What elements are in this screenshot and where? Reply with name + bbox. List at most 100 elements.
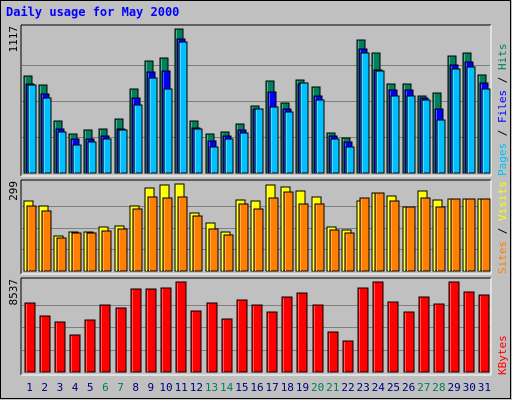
x-tick-label-day-20: 20 (311, 381, 324, 394)
bar-kbytes-kbytes-day-31: KBytes 31: 7330 (478, 294, 490, 373)
x-tick-label-day-24: 24 (372, 381, 386, 394)
bar-hits-pages-day-21: Pages 21: 260 (330, 138, 340, 174)
panel-visits-legend-item-1: Sites (496, 241, 509, 274)
x-tick-label-day-2: 2 (41, 381, 48, 394)
panel-visits-ymax-label: 299 (7, 181, 20, 201)
bar-hits-pages-day-15: Pages 15: 310 (239, 132, 249, 174)
bar-kbytes-kbytes-day-29: KBytes 29: 9660 (448, 281, 460, 373)
chart-panels: 1117 Pages / Files / Hits Hits 1: 750Files… (7, 24, 509, 376)
bar-visits-sites-day-17: Sites 17: 250 (268, 197, 279, 272)
panel-hits-legend-item-2: / (496, 123, 509, 143)
bar-visits-sites-day-13: Sites 13: 145 (208, 228, 219, 272)
bar-kbytes-kbytes-day-11: KBytes 11: 9640 (175, 281, 187, 373)
bar-visits-sites-day-9: Sites 9: 255 (147, 196, 158, 272)
panel-hits-bars: Hits 1: 750Files 1: 690Pages 1: 680Hits … (23, 28, 491, 174)
x-tick-label-day-23: 23 (357, 381, 370, 394)
bar-hits-pages-day-5: Pages 5: 240 (87, 141, 97, 174)
bar-visits-sites-day-29: Sites 29: 249 (450, 198, 461, 272)
bar-visits-sites-day-2: Sites 2: 205 (41, 210, 52, 272)
bar-kbytes-kbytes-day-1: KBytes 1: 6520 (24, 302, 36, 373)
x-tick-label-day-27: 27 (417, 381, 430, 394)
x-tick-label-day-28: 28 (432, 381, 445, 394)
bar-visits-sites-day-20: Sites 20: 230 (314, 203, 325, 272)
panel-hits: 1117 Pages / Files / Hits Hits 1: 750Files… (7, 24, 509, 177)
x-tick-label-day-16: 16 (250, 381, 263, 394)
panel-kbytes-legend: KBytes (496, 335, 509, 375)
x-tick-label-day-30: 30 (463, 381, 476, 394)
x-tick-label-day-10: 10 (159, 381, 172, 394)
x-tick-label-day-21: 21 (326, 381, 339, 394)
panel-hits-legend-item-1: Pages (496, 143, 509, 176)
bar-hits-pages-day-20: Pages 20: 570 (315, 99, 325, 174)
bar-hits-pages-day-14: Pages 14: 260 (224, 138, 234, 174)
bar-visits-sites-day-15: Sites 15: 230 (238, 203, 249, 272)
panel-visits-legend-item-2: / (496, 221, 509, 241)
bar-kbytes-kbytes-day-25: KBytes 25: 6620 (387, 301, 399, 373)
bar-visits-sites-day-25: Sites 25: 240 (389, 200, 400, 272)
bar-kbytes-kbytes-day-17: KBytes 17: 5730 (266, 311, 278, 373)
bar-kbytes-kbytes-day-6: KBytes 6: 6380 (99, 304, 111, 373)
bar-hits-pages-day-23: Pages 23: 930 (360, 52, 370, 174)
bar-kbytes-kbytes-day-10: KBytes 10: 7970 (160, 287, 172, 373)
bar-kbytes-kbytes-day-15: KBytes 15: 6870 (236, 299, 248, 373)
bar-visits-sites-day-5: Sites 5: 130 (86, 232, 97, 272)
bar-visits-sites-day-21: Sites 21: 140 (329, 229, 340, 272)
bar-kbytes-kbytes-day-7: KBytes 7: 6070 (115, 307, 127, 373)
panel-hits-legend-item-3: Files (496, 90, 509, 123)
panel-visits-legend-item-3: Visits (496, 181, 509, 221)
bar-kbytes-kbytes-day-2: KBytes 2: 5270 (39, 315, 51, 373)
bar-hits-pages-day-7: Pages 7: 330 (118, 129, 128, 174)
x-tick-label-day-6: 6 (102, 381, 109, 394)
x-axis-tick-labels: 1 2 3 4 5 6 7 8 9 10 11 12 13 14 15 16 17 18 19 20 21 22 23 24 2… (26, 381, 491, 394)
bar-kbytes-kbytes-day-18: KBytes 18: 7110 (281, 296, 293, 373)
bar-kbytes-kbytes-day-26: KBytes 26: 5710 (403, 311, 415, 373)
bar-hits-pages-day-10: Pages 10: 650 (163, 88, 173, 174)
x-tick-label-day-5: 5 (87, 381, 94, 394)
bar-kbytes-kbytes-day-12: KBytes 12: 5750 (190, 310, 202, 373)
bar-hits-pages-day-30: Pages 30: 820 (466, 66, 476, 174)
bar-hits-pages-day-24: Pages 24: 790 (375, 70, 385, 174)
bar-visits-sites-day-10: Sites 10: 250 (162, 197, 173, 272)
x-tick-label-day-22: 22 (341, 381, 354, 394)
bar-hits-pages-day-1: Pages 1: 680 (27, 84, 37, 174)
bar-hits-pages-day-9: Pages 9: 740 (148, 77, 158, 174)
x-tick-label-day-3: 3 (57, 381, 64, 394)
bar-visits-sites-day-22: Sites 22: 130 (344, 232, 355, 272)
x-tick-label-day-25: 25 (387, 381, 400, 394)
bar-kbytes-kbytes-day-27: KBytes 27: 7140 (418, 296, 430, 373)
bar-hits-pages-day-27: Pages 27: 570 (421, 99, 431, 174)
x-tick-label-day-1: 1 (26, 381, 33, 394)
bar-visits-sites-day-18: Sites 18: 270 (283, 191, 294, 272)
bar-kbytes-kbytes-day-21: KBytes 21: 3790 (327, 331, 339, 373)
bar-kbytes-kbytes-day-30: KBytes 30: 7580 (463, 291, 475, 373)
x-tick-label-day-12: 12 (190, 381, 203, 394)
bar-visits-sites-day-3: Sites 3: 112 (56, 237, 67, 272)
x-tick-label-day-13: 13 (205, 381, 218, 394)
bar-kbytes-kbytes-day-24: KBytes 24: 8540 (372, 281, 384, 373)
panel-hits-legend-item-5: Hits (496, 44, 509, 71)
x-tick-label-day-14: 14 (220, 381, 234, 394)
x-tick-label-day-11: 11 (175, 381, 188, 394)
panel-hits-legend: Pages / Files / Hits (496, 44, 509, 177)
bar-hits-pages-day-8: Pages 8: 530 (133, 104, 143, 174)
x-tick-label-day-31: 31 (478, 381, 491, 394)
bar-kbytes-kbytes-day-16: KBytes 16: 6380 (251, 304, 263, 373)
bar-hits-pages-day-18: Pages 18: 470 (284, 111, 294, 174)
bar-hits-pages-day-12: Pages 12: 340 (193, 128, 203, 174)
x-tick-label-day-7: 7 (117, 381, 124, 394)
bar-hits-pages-day-3: Pages 3: 320 (57, 131, 67, 174)
bar-hits-pages-day-13: Pages 13: 200 (209, 146, 219, 174)
bar-hits-pages-day-19: Pages 19: 700 (299, 82, 309, 174)
bar-kbytes-kbytes-day-9: KBytes 9: 7870 (145, 288, 157, 373)
bar-visits-sites-day-12: Sites 12: 190 (192, 215, 203, 272)
bar-kbytes-kbytes-day-4: KBytes 4: 3470 (69, 334, 81, 373)
bar-kbytes-kbytes-day-13: KBytes 13: 6580 (206, 302, 218, 373)
panel-kbytes-bars: KBytes 1: 6520KBytes 2: 5270KBytes 3: 47… (24, 281, 490, 373)
bar-kbytes-kbytes-day-5: KBytes 5: 4950 (84, 319, 96, 373)
bar-visits-sites-day-27: Sites 27: 250 (420, 197, 431, 272)
panel-hits-legend-item-4: / (496, 70, 509, 90)
bar-visits-sites-day-14: Sites 14: 125 (223, 234, 234, 272)
bar-kbytes-kbytes-day-8: KBytes 8: 7850 (130, 288, 142, 373)
x-tick-label-day-18: 18 (281, 381, 294, 394)
bar-visits-sites-day-28: Sites 28: 220 (435, 206, 446, 272)
